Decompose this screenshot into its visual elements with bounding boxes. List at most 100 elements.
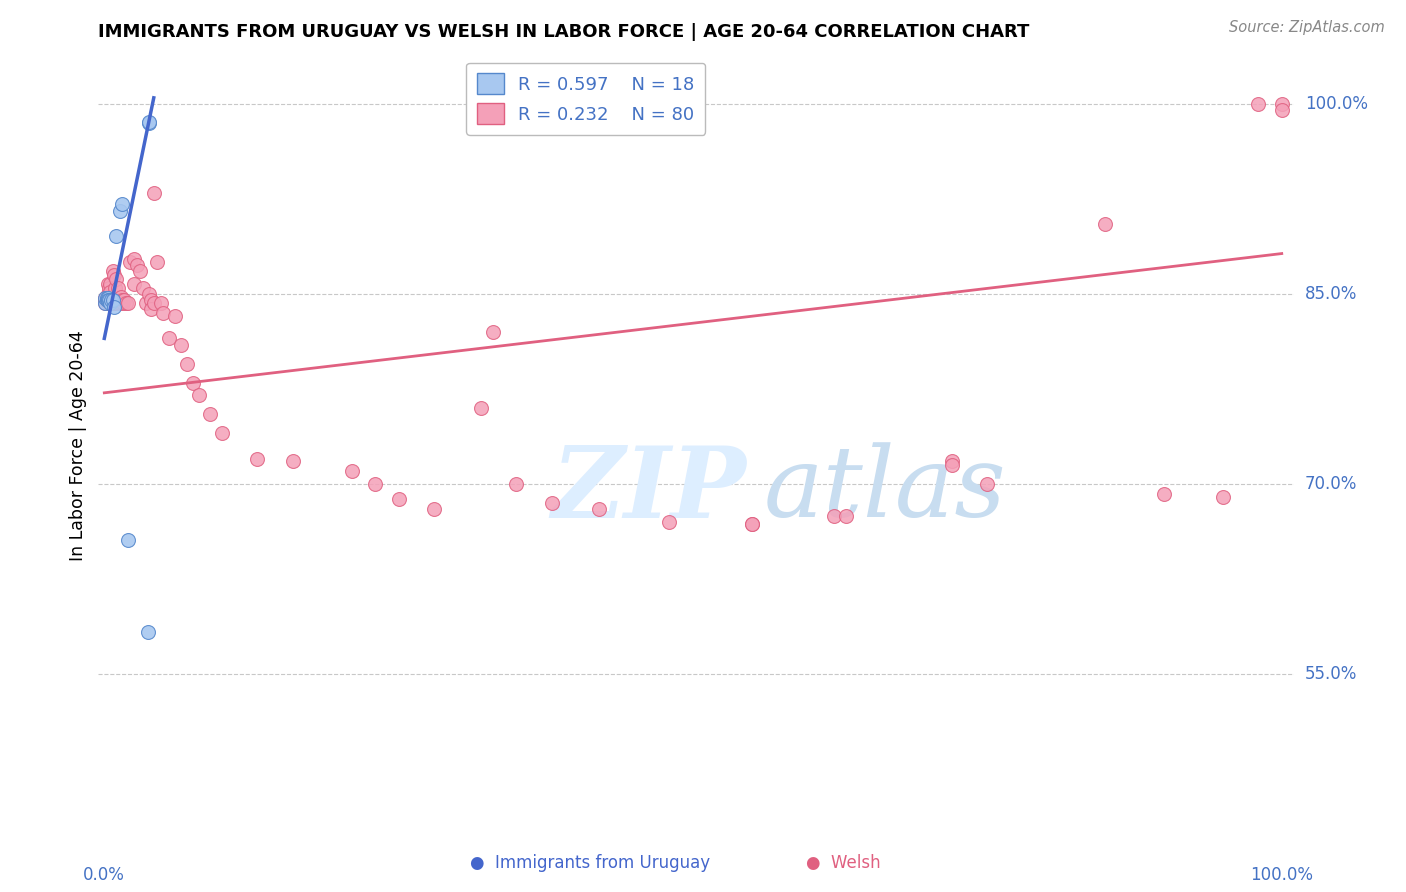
Point [94,293,117,308]
Point [364,477,387,491]
Point [136,625,159,640]
Point [103,296,125,310]
Point [114,296,136,310]
Point [94,296,117,310]
Point [100,290,122,304]
Point [97,287,120,301]
Y-axis label: In Labor Force | Age 20-64: In Labor Force | Age 20-64 [69,331,87,561]
Point [105,228,128,243]
Point [94,291,117,305]
Point [176,357,198,371]
Point [103,268,125,282]
Point [588,502,610,516]
Point [97,291,120,305]
Point [105,272,128,286]
Point [117,533,139,547]
Point [110,290,132,304]
Point [111,293,134,308]
Point [101,293,124,308]
Point [941,458,963,472]
Text: ●  Welsh: ● Welsh [806,855,882,872]
Text: 0.0%: 0.0% [83,866,125,884]
Point [98,285,121,299]
Point [1153,487,1175,501]
Point [211,426,233,441]
Point [98,296,121,310]
Point [98,281,121,295]
Point [482,325,505,339]
Point [122,252,145,266]
Point [281,454,304,468]
Point [1271,97,1294,112]
Point [941,454,963,468]
Point [120,255,142,269]
Point [470,401,492,415]
Point [141,293,163,308]
Point [246,451,269,466]
Point [1247,97,1270,112]
Point [101,293,124,308]
Point [200,408,222,422]
Point [105,293,128,308]
Point [112,296,135,310]
Point [157,331,180,345]
Point [97,296,120,310]
Point [181,376,204,390]
Point [340,464,363,478]
Point [94,291,117,305]
Point [127,258,149,272]
Text: atlas: atlas [763,442,1007,538]
Point [138,116,160,130]
Point [112,293,135,308]
Point [142,296,165,310]
Point [94,296,117,310]
Point [100,293,122,308]
Point [187,388,209,402]
Point [97,277,120,291]
Point [835,508,858,523]
Point [128,264,150,278]
Point [1094,218,1116,232]
Point [98,293,121,308]
Point [163,309,186,323]
Point [658,515,681,529]
Point [98,296,121,310]
Point [103,300,125,314]
Point [108,203,131,218]
Text: Source: ZipAtlas.com: Source: ZipAtlas.com [1229,20,1385,35]
Point [540,496,562,510]
Point [1271,103,1294,118]
Point [122,277,145,291]
Point [96,291,118,305]
Text: 100.0%: 100.0% [1305,95,1368,113]
Point [101,264,124,278]
Point [142,186,165,200]
Text: 100.0%: 100.0% [1250,866,1313,884]
Point [170,337,193,351]
Point [141,302,163,317]
Point [146,255,169,269]
Point [96,290,118,304]
Point [96,293,118,308]
Point [138,287,160,301]
Point [100,296,122,310]
Point [741,517,763,532]
Text: 85.0%: 85.0% [1305,285,1357,303]
Point [107,281,129,295]
Point [98,296,121,310]
Point [117,296,139,310]
Text: IMMIGRANTS FROM URUGUAY VS WELSH IN LABOR FORCE | AGE 20-64 CORRELATION CHART: IMMIGRANTS FROM URUGUAY VS WELSH IN LABO… [98,23,1029,41]
Point [388,492,411,507]
Point [111,197,134,211]
Legend: R = 0.597    N = 18, R = 0.232    N = 80: R = 0.597 N = 18, R = 0.232 N = 80 [465,62,706,135]
Point [97,293,120,308]
Point [152,306,174,320]
Point [505,477,527,491]
Point [98,277,121,291]
Point [104,281,127,295]
Point [96,293,118,308]
Point [138,115,160,129]
Text: ●  Immigrants from Uruguay: ● Immigrants from Uruguay [471,855,710,872]
Point [823,508,845,523]
Point [108,296,131,310]
